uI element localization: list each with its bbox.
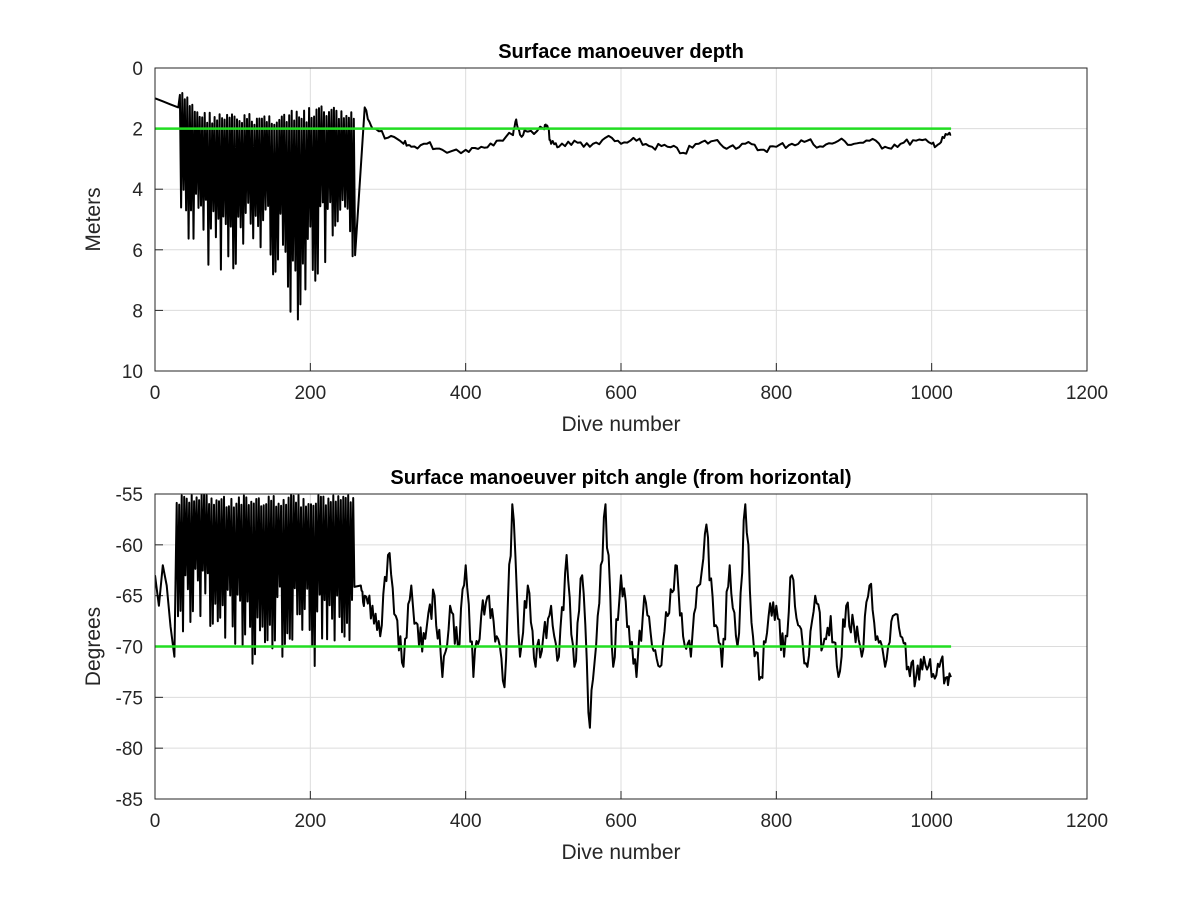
x-tick-label: 1200 — [1066, 383, 1108, 404]
plot-title: Surface manoeuver pitch angle (from hori… — [390, 467, 851, 489]
y-tick-label: 6 — [132, 241, 143, 262]
data-layer — [155, 494, 952, 729]
y-tick-label: 10 — [122, 362, 143, 383]
y-tick-label: -70 — [116, 638, 143, 659]
y-tick-label: -75 — [116, 688, 143, 709]
x-tick-label: 600 — [605, 811, 637, 832]
x-tick-label: 1200 — [1066, 811, 1108, 832]
y-tick-label: -65 — [116, 587, 143, 608]
x-tick-label: 800 — [760, 383, 792, 404]
y-axis-label: Degrees — [82, 607, 105, 686]
x-tick-label: 600 — [605, 383, 637, 404]
x-tick-label: 0 — [150, 811, 161, 832]
x-tick-label: 0 — [150, 383, 161, 404]
y-tick-label: 0 — [132, 59, 143, 80]
depth-plot: 0 200 400 600 800 1000 1200 0 2 4 6 8 10 Surface mano… — [82, 41, 1108, 436]
x-tick-label: 1000 — [911, 811, 953, 832]
x-tick-label: 400 — [450, 811, 482, 832]
data-series-line — [155, 92, 952, 321]
x-axis-label: Dive number — [561, 841, 680, 864]
y-tick-label: -80 — [116, 739, 143, 760]
axes-box — [154, 493, 1088, 800]
y-tick-label: 8 — [132, 301, 143, 322]
y-tick-label: 4 — [132, 180, 143, 201]
x-tick-label: 800 — [760, 811, 792, 832]
plot-title: Surface manoeuver depth — [498, 41, 744, 63]
y-tick-label: 2 — [132, 120, 143, 141]
x-axis-label: Dive number — [561, 413, 680, 436]
axes-box — [154, 67, 1088, 372]
x-tick-label: 200 — [294, 811, 326, 832]
x-tick-label: 400 — [450, 383, 482, 404]
y-tick-label: -55 — [116, 485, 143, 506]
x-tick-label: 1000 — [911, 383, 953, 404]
data-layer — [155, 92, 952, 321]
data-series-line — [155, 494, 952, 729]
y-tick-label: -85 — [116, 790, 143, 811]
x-tick-label: 200 — [294, 383, 326, 404]
y-tick-label: -60 — [116, 536, 143, 557]
pitch-plot: 0 200 400 600 800 1000 1200 -55 -60 -65 -70 -75 -80 -… — [82, 467, 1108, 864]
y-axis-label: Meters — [82, 187, 105, 251]
